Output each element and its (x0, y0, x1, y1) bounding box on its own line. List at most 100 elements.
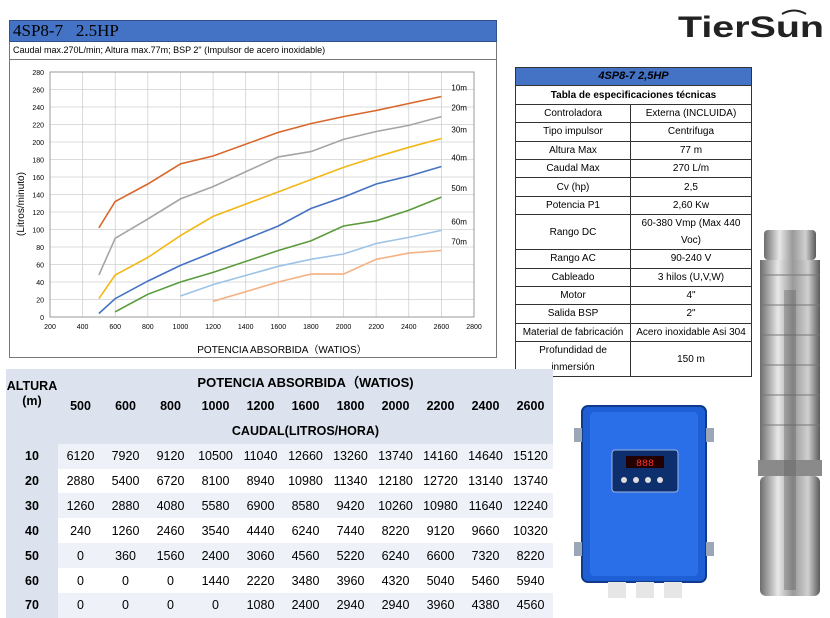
caudal-cell: 0 (58, 543, 103, 569)
spec-row: Rango AC 90-240 V (515, 249, 752, 269)
caudal-cell: 6900 (238, 493, 283, 519)
caudal-cell: 2400 (193, 543, 238, 569)
chart-series-line-40m (98, 165, 442, 315)
caudal-cell: 11640 (463, 493, 508, 519)
caudal-cell: 8100 (193, 468, 238, 494)
chart-x-tick-label: 1000 (173, 324, 189, 331)
caudal-cell: 6720 (148, 468, 193, 494)
submersible-pump-image (758, 230, 822, 596)
spec-row: Tipo impulsor Centrifuga (515, 122, 752, 142)
caudal-cell: 5580 (193, 493, 238, 519)
power-column-header: 1200 (238, 393, 283, 419)
chart-x-tick-label: 1800 (303, 324, 319, 331)
chart-series-label: 70m (451, 238, 467, 247)
caudal-cell: 11340 (328, 468, 373, 494)
spec-row: Controladora Externa (INCLUIDA) (515, 103, 752, 124)
chart-y-tick-label: 120 (32, 210, 44, 217)
chart-series-line-10m (98, 95, 442, 229)
chart-x-tick-label: 600 (109, 324, 121, 331)
altura-value: 40 (6, 518, 58, 544)
caudal-cell: 12240 (508, 493, 553, 519)
table-row: 20 2880 5400 6720 8100 8940 10980 11340 12180 127… (6, 468, 553, 494)
caudal-cell: 4380 (463, 593, 508, 618)
table-row: 10 6120 7920 9120 10500 11040 12660 13260 13740 1… (6, 443, 553, 469)
table-row: 30 1260 2880 4080 5580 6900 8580 9420 10260 10980… (6, 493, 553, 519)
chart-series-line-50m (114, 196, 442, 313)
chart-y-tick-label: 20 (36, 298, 44, 305)
caudal-cell: 2400 (283, 593, 328, 618)
caudal-cell: 7320 (463, 543, 508, 569)
altura-label: ALTURA (6, 378, 58, 393)
spec-row: Salida BSP 2" (515, 304, 752, 324)
caudal-cell: 12660 (283, 443, 328, 469)
spec-value: 90-240 V (630, 249, 752, 269)
caudal-cell: 10260 (373, 493, 418, 519)
pump-controller-image: 888 (574, 405, 714, 598)
caudal-header: CAUDAL(LITROS/HORA) (58, 418, 553, 444)
spec-row: Altura Max 77 m (515, 140, 752, 160)
altura-value: 60 (6, 568, 58, 594)
altura-value: 10 (6, 443, 58, 469)
chart-y-axis-label: (Litros/minuto) (16, 172, 27, 236)
chart-series-label: 30m (451, 126, 467, 135)
caudal-cell: 1080 (238, 593, 283, 618)
caudal-cell: 8220 (373, 518, 418, 544)
caudal-cell: 3060 (238, 543, 283, 569)
caudal-cell: 12720 (418, 468, 463, 494)
altura-value: 50 (6, 543, 58, 569)
chart-y-tick-label: 160 (32, 175, 44, 182)
chart-y-tick-label: 40 (36, 280, 44, 287)
caudal-cell: 2940 (373, 593, 418, 618)
power-column-header: 800 (148, 393, 193, 419)
caudal-cell: 14640 (463, 443, 508, 469)
potencia-header: POTENCIA ABSORBIDA（WATIOS) (58, 369, 553, 394)
caudal-cell: 7920 (103, 443, 148, 469)
caudal-cell: 8220 (508, 543, 553, 569)
caudal-cell: 4080 (148, 493, 193, 519)
spec-label: Material de fabricación (515, 322, 631, 343)
spec-label: Rango DC (515, 214, 631, 251)
chart-y-tick-label: 260 (32, 88, 44, 95)
spec-value: 60-380 Vmp (Max 440 Voc) (630, 214, 752, 251)
table-row: 70 0 0 0 0 1080 2400 2940 2940 3960 4380 4560 (6, 593, 553, 618)
chart-x-tick-label: 1400 (238, 324, 254, 331)
caudal-empty-cell (6, 418, 58, 444)
chart-x-tick-label: 2600 (434, 324, 450, 331)
spec-row: Material de fabricación Acero inoxidable … (515, 322, 752, 343)
altura-header: ALTURA (m) (6, 369, 58, 419)
caudal-cell: 10500 (193, 443, 238, 469)
caudal-cell: 9660 (463, 518, 508, 544)
spec-value: 2" (630, 304, 752, 324)
spec-value: Externa (INCLUIDA) (630, 103, 752, 124)
caudal-cell: 6240 (373, 543, 418, 569)
spec-row: Motor 4" (515, 285, 752, 306)
spec-value: 150 m (630, 341, 752, 378)
spec-row: Rango DC 60-380 Vmp (Max 440 Voc) (515, 214, 752, 251)
altura-value: 20 (6, 468, 58, 494)
caudal-cell: 6240 (283, 518, 328, 544)
caudal-cell: 8580 (283, 493, 328, 519)
spec-label: Altura Max (515, 140, 631, 160)
caudal-cell: 0 (193, 593, 238, 618)
caudal-cell: 12180 (373, 468, 418, 494)
power-column-header: 1000 (193, 393, 238, 419)
spec-label: Motor (515, 285, 631, 306)
chart-y-tick-label: 0 (40, 315, 44, 322)
caudal-cell: 4320 (373, 568, 418, 594)
caudal-cell: 5940 (508, 568, 553, 594)
chart-x-tick-label: 2000 (336, 324, 352, 331)
spec-label: Tipo impulsor (515, 122, 631, 142)
controller-display: 888 (636, 459, 654, 470)
caudal-cell: 13740 (508, 468, 553, 494)
power-column-header: 2200 (418, 393, 463, 419)
spec-row: Potencia P1 2,60 Kw (515, 195, 752, 216)
chart-series-line-30m (98, 137, 442, 300)
caudal-cell: 8940 (238, 468, 283, 494)
spec-label: Caudal Max (515, 158, 631, 179)
chart-x-axis-label: POTENCIA ABSORBIDA（WATIOS） (197, 344, 366, 356)
spec-value: 2,60 Kw (630, 195, 752, 216)
power-column-header: 2600 (508, 393, 553, 419)
spec-value: Acero inoxidable Asi 304 (630, 322, 752, 343)
power-column-header: 600 (103, 393, 148, 419)
caudal-cell: 13140 (463, 468, 508, 494)
